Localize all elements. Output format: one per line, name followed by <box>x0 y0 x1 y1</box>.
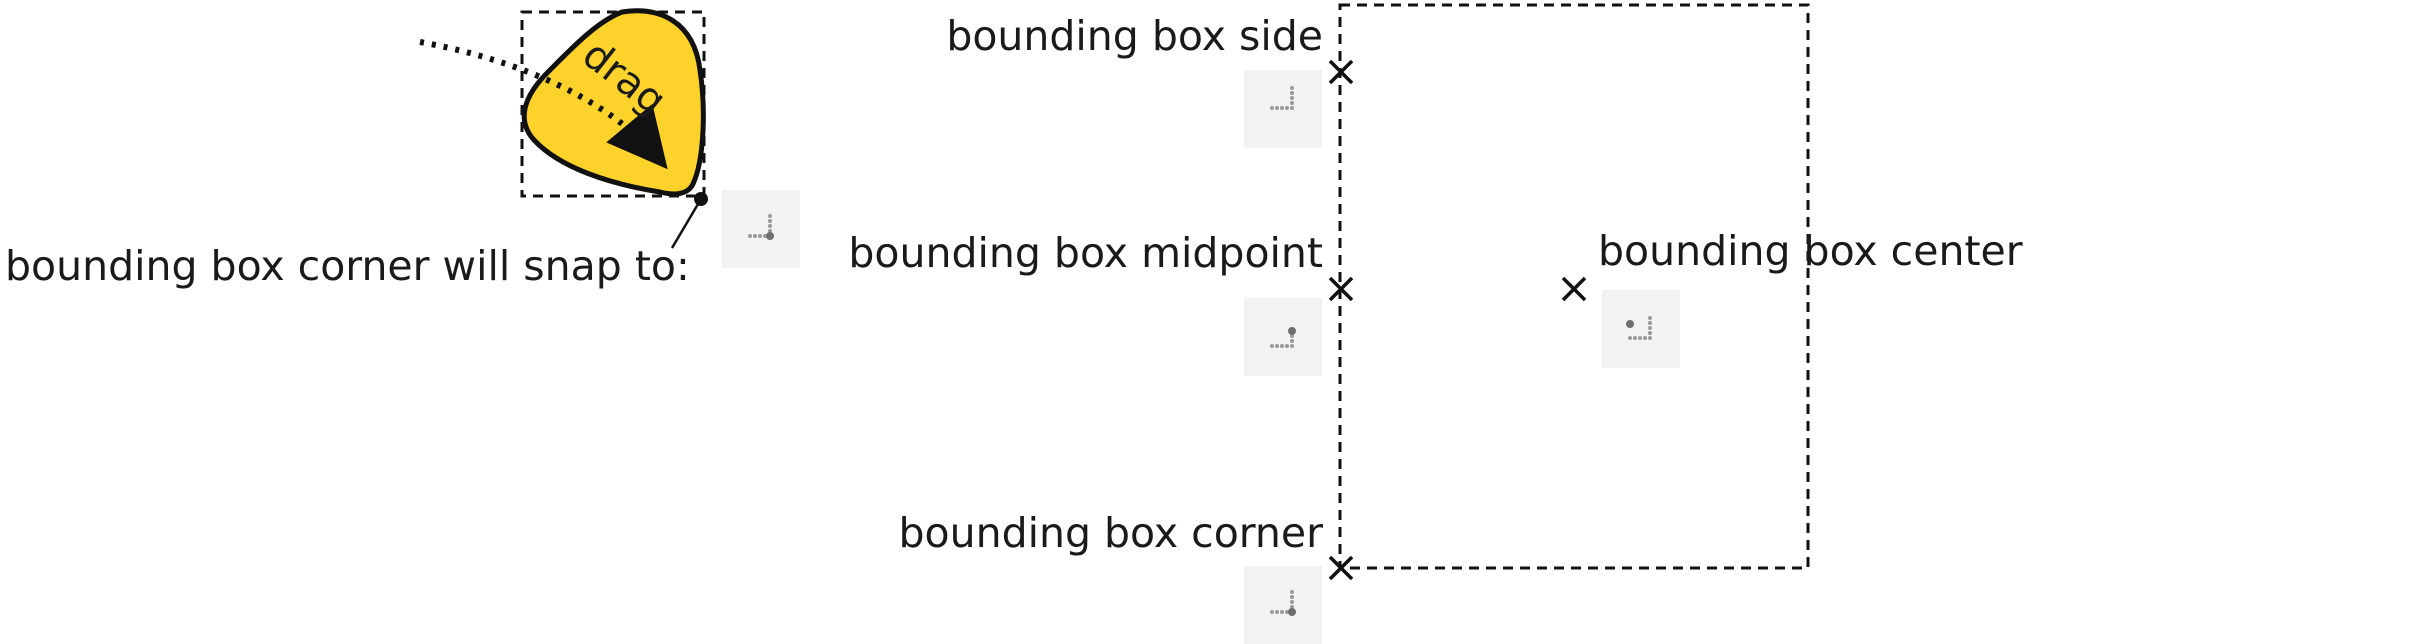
snap-intro-text: bounding box corner will snap to: <box>5 242 690 290</box>
snap-point-midpoint <box>1328 276 1354 302</box>
snap-point-center <box>1561 276 1587 302</box>
leader-line <box>670 198 703 249</box>
large-bounding-box <box>1338 3 1810 570</box>
label-side: bounding box side <box>946 12 1323 60</box>
label-corner: bounding box corner <box>898 509 1323 557</box>
snap-corner-icon <box>1244 566 1322 644</box>
label-midpoint: bounding box midpoint <box>848 229 1323 277</box>
snap-targets: bounding box side bounding box midpoint <box>848 3 2023 644</box>
snap-center-icon <box>1602 290 1680 368</box>
snap-point-corner <box>1328 555 1354 581</box>
snap-side-icon <box>1244 70 1322 148</box>
drag-example: drag bounding box corner will snap to: <box>5 8 800 290</box>
label-center: bounding box center <box>1598 227 2023 275</box>
drag-path-arrow <box>419 39 668 170</box>
snap-midpoint-icon <box>1244 298 1322 376</box>
shape-bounding-box <box>520 10 706 198</box>
snap-corner-icon <box>722 190 800 268</box>
snap-point-side <box>1328 59 1354 85</box>
dragged-shape[interactable] <box>521 8 706 197</box>
